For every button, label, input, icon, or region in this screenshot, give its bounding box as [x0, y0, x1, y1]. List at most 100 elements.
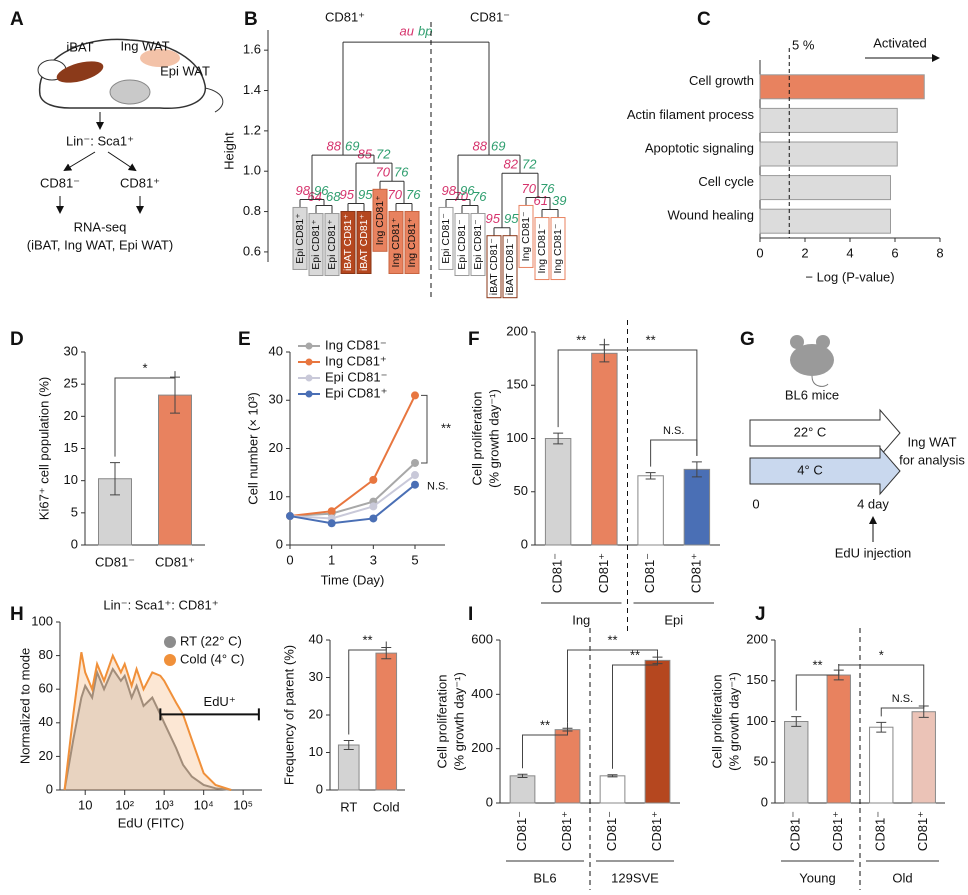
injection-label: EdU injection	[835, 545, 912, 560]
au-label: 70	[522, 181, 537, 196]
significance-label: **	[576, 332, 586, 347]
au-label: 95	[340, 187, 355, 202]
x-tick-label: CD81⁻	[642, 553, 657, 593]
x-tick-label: 10⁵	[233, 797, 253, 812]
bar	[599, 775, 626, 804]
significance-label: N.S.	[892, 693, 913, 705]
histogram-area	[63, 652, 232, 791]
condition-arrow	[749, 408, 901, 458]
bp-label: 76	[406, 187, 421, 202]
group-label: Young	[799, 870, 835, 885]
error-bar	[343, 740, 354, 750]
bar	[759, 175, 891, 201]
leaf-label: Epi CD81⁻	[456, 219, 468, 270]
significance-bracket	[348, 641, 387, 735]
significance-bracket	[522, 722, 568, 769]
au-label: 70	[454, 189, 469, 204]
x-tick-label: 6	[891, 245, 898, 260]
legend-marker	[164, 636, 176, 648]
fraction-label: CD81⁻	[40, 175, 80, 190]
bp-label: bp	[418, 24, 432, 39]
significance-bracket	[838, 664, 925, 701]
significance-label: *	[142, 360, 147, 375]
category-label: Wound healing	[668, 208, 755, 223]
dendrogram-branch	[299, 198, 325, 208]
y-tick-label: 10	[269, 488, 283, 503]
leaf-box	[502, 235, 518, 299]
au-label: 98	[296, 183, 311, 198]
leaf-label: Epi CD81⁻	[440, 213, 452, 264]
legend-label: Cold (4° C)	[180, 651, 244, 666]
y-tick-label: 25	[64, 376, 78, 391]
y-tick-label: 100	[746, 713, 768, 728]
y-tick-label: 20	[64, 408, 78, 423]
dendrogram-branch	[315, 205, 333, 214]
leaf-box	[454, 213, 470, 277]
bp-label: 76	[540, 181, 555, 196]
bar	[784, 721, 809, 804]
point	[327, 507, 336, 516]
significance-bracket	[114, 371, 176, 457]
au-label: 70	[376, 165, 391, 180]
leaf-label: Ing CD81⁻	[520, 211, 532, 261]
significance-bracket	[650, 439, 698, 467]
leaf-box	[356, 210, 372, 274]
panel-label: I	[468, 604, 473, 625]
dendrogram-branch	[541, 209, 559, 218]
y-tick-label: 0	[316, 781, 323, 796]
bar	[826, 674, 851, 804]
y-tick-label: 200	[506, 323, 528, 338]
panel-label: H	[10, 604, 24, 625]
x-tick-label: 10	[78, 797, 92, 812]
direction-label: Activated	[873, 35, 926, 50]
y-tick-label: 0	[486, 794, 493, 809]
bar	[759, 74, 925, 100]
mouse-icon	[790, 335, 834, 387]
x-tick-label: CD81⁺	[559, 811, 574, 851]
leaf-label: Ing CD81⁻	[552, 223, 564, 273]
y-axis-label: (% growth day⁻¹)	[726, 672, 741, 771]
point	[411, 458, 419, 467]
leaf-box	[308, 213, 324, 277]
point	[411, 480, 419, 489]
significance-bracket	[603, 344, 698, 456]
leaf-label: Ing CD81⁺	[406, 217, 418, 267]
sorting-label: Lin⁻: Sca1⁺	[66, 133, 134, 148]
y-tick-label: 0.6	[243, 243, 261, 258]
y-tick-label: 20	[269, 440, 283, 455]
dendrogram-branch	[355, 162, 393, 204]
category-label: Cell growth	[689, 73, 754, 88]
y-tick-label: 15	[64, 440, 78, 455]
y-tick-label: 0	[71, 536, 78, 551]
y-tick-label: 600	[471, 631, 493, 646]
y-axis-label: (% growth day⁻¹)	[451, 672, 466, 771]
x-tick-label: 10³	[155, 797, 174, 812]
condition-label: 22° C	[794, 424, 827, 439]
panel-label: D	[10, 329, 24, 350]
bar	[759, 107, 898, 133]
au-label: 82	[504, 157, 519, 172]
x-tick-label: 2	[801, 245, 808, 260]
legend-marker	[305, 342, 313, 350]
y-tick-label: 100	[31, 613, 53, 628]
panel-label: J	[755, 604, 766, 625]
category-label: Apoptotic signaling	[645, 140, 754, 155]
x-tick-label: CD81⁺	[649, 811, 664, 851]
y-tick-label: 200	[746, 631, 768, 646]
category-label: Cell cycle	[698, 174, 754, 189]
bp-label: 95	[504, 211, 519, 226]
x-tick-label: CD81⁻	[604, 811, 619, 851]
x-tick-label: Cold	[373, 799, 400, 814]
x-tick-label: CD81⁻	[788, 811, 803, 851]
series-line	[289, 462, 416, 518]
x-tick-label: CD81⁺	[830, 811, 845, 851]
leaf-label: Epi CD81⁺	[310, 219, 322, 270]
y-tick-label: 10	[309, 744, 323, 759]
leaf-box	[404, 210, 420, 274]
chart-title: Lin⁻: Sca1⁺: CD81⁺	[103, 597, 218, 612]
point	[327, 519, 336, 528]
y-tick-label: 20	[309, 706, 323, 721]
y-axis-label: Cell proliferation	[469, 392, 484, 486]
series-line	[289, 394, 416, 518]
y-tick-label: 40	[269, 343, 283, 358]
